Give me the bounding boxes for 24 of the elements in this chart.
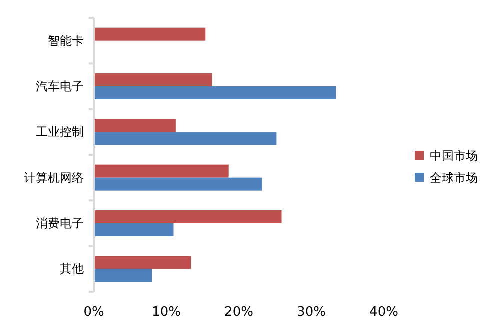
y-tick-label: 汽车电子 [36, 80, 84, 94]
bar [94, 28, 206, 41]
x-tick-label: 40% [370, 305, 398, 320]
bar [94, 178, 262, 191]
bar [94, 224, 174, 236]
x-tick-label: 0% [84, 305, 104, 320]
y-tick-label: 智能卡 [48, 34, 84, 48]
y-tick-label: 计算机网络 [24, 170, 84, 185]
bar [94, 86, 336, 100]
y-tick-label: 消费电子 [36, 216, 84, 230]
bar [94, 132, 277, 146]
bar [94, 269, 152, 282]
bar [94, 74, 212, 86]
bar [94, 210, 282, 224]
bar [94, 119, 176, 132]
bar [94, 256, 192, 270]
legend-label: 全球市场 [430, 171, 478, 185]
y-tick-label: 工业控制 [36, 125, 84, 140]
bar [94, 164, 229, 178]
x-tick-label: 20% [224, 305, 254, 320]
y-tick-label: 其他 [60, 262, 84, 276]
x-tick-label: 10% [152, 305, 181, 320]
x-tick-label: 30% [297, 305, 326, 320]
legend-label: 中国市场 [430, 149, 478, 163]
